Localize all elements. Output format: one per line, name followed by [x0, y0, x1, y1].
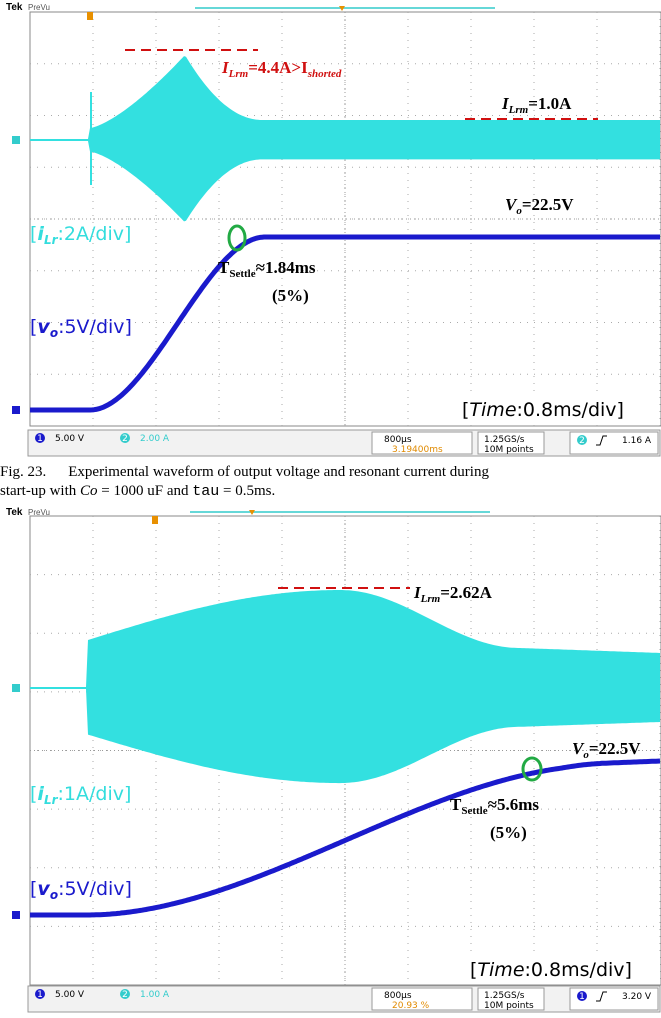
brand: Tek [6, 507, 23, 518]
trig-ch: 1 [579, 992, 585, 1002]
trig-level: 1.16 A [622, 436, 652, 446]
position: 20.93 % [392, 1001, 430, 1011]
points: 10M points [484, 445, 534, 455]
t: v [37, 316, 50, 338]
points: 10M points [484, 1001, 534, 1011]
t: :0.8ms/div] [525, 959, 632, 981]
figure: Tek PreVu ILrm=4.4A>Ishorted ILrm=1.0A V… [0, 0, 661, 1013]
rate: 1.25GS/s [484, 435, 525, 445]
t: = 0.5ms. [219, 483, 275, 499]
t: Lrm [228, 68, 249, 80]
scope-2-status: 1 5.00 V 2 1.00 A 800µs 20.93 % 1.25GS/s… [28, 986, 660, 1012]
caption: Fig. 23. Experimental waveform of output … [0, 464, 489, 500]
t: Fig. 23. [0, 464, 46, 480]
t: [ [462, 399, 469, 421]
t: [ [30, 223, 37, 245]
t: Settle [461, 805, 487, 817]
t: v [37, 878, 50, 900]
t: tau [192, 483, 219, 500]
t: ≈1.84ms [256, 258, 316, 277]
settle-pct: (5%) [490, 823, 527, 842]
ch-marker [12, 684, 20, 692]
t: =1.0A [528, 94, 572, 113]
t: =2.62A [440, 583, 492, 602]
vo-label: Vo=22.5V [572, 739, 641, 761]
ch1: 1 [37, 434, 43, 444]
rate: 1.25GS/s [484, 991, 525, 1001]
caption-line1: Fig. 23. Experimental waveform of output … [0, 464, 489, 480]
t: o [50, 326, 58, 340]
voltage-scale: [vo:5V/div] [30, 878, 132, 902]
t: Settle [229, 268, 255, 280]
ch1-scale: 5.00 V [55, 434, 85, 444]
time-scale: [Time:0.8ms/div] [470, 959, 632, 981]
vo-label: Vo=22.5V [505, 195, 574, 217]
ch-marker [12, 136, 20, 144]
t: Co [80, 483, 98, 499]
trig-level: 3.20 V [622, 992, 652, 1002]
ch1-scale: 5.00 V [55, 990, 85, 1000]
t: Lr [44, 793, 59, 807]
ch2: 2 [122, 434, 128, 444]
ch2: 2 [122, 990, 128, 1000]
ch2-scale: 1.00 A [140, 990, 170, 1000]
voltage-scale: [vo:5V/div] [30, 316, 132, 340]
t: Time [469, 399, 516, 421]
scope-1-status: 1 5.00 V 2 2.00 A 800µs 3.19400ms 1.25GS… [28, 430, 660, 456]
t: =22.5V [522, 195, 574, 214]
ch-marker [12, 406, 20, 414]
t: = 1000 uF and [98, 483, 193, 499]
t: :1A/div] [58, 783, 132, 805]
settle-pct: (5%) [272, 286, 309, 305]
t: Experimental waveform of output voltage … [68, 464, 489, 480]
ch2-scale: 2.00 A [140, 434, 170, 444]
t: T [450, 795, 462, 814]
t: Time [477, 959, 524, 981]
mode: PreVu [28, 508, 50, 517]
timebase: 800µs [384, 991, 412, 1001]
t: [ [30, 316, 37, 338]
trigger-pos [87, 12, 93, 20]
ch1: 1 [37, 990, 43, 1000]
t: ≈5.6ms [488, 795, 540, 814]
position: 3.19400ms [392, 445, 443, 455]
t: shorted [307, 68, 342, 80]
t: Lrm [508, 104, 529, 116]
trig-ch: 2 [579, 436, 585, 446]
timebase: 800µs [384, 435, 412, 445]
t: :5V/div] [58, 316, 132, 338]
ch-marker [12, 911, 20, 919]
t: [ [470, 959, 477, 981]
t: [ [30, 783, 37, 805]
t: Lrm [420, 593, 441, 605]
t: =4.4A>I [248, 58, 308, 77]
caption-line2: start-up with Co = 1000 uF and tau = 0.5… [0, 483, 275, 500]
t: [ [30, 878, 37, 900]
mode: PreVu [28, 3, 50, 12]
t: Lr [44, 233, 59, 247]
brand: Tek [6, 2, 23, 13]
t: =22.5V [589, 739, 641, 758]
t: T [218, 258, 230, 277]
t: :5V/div] [58, 878, 132, 900]
t: start-up with [0, 483, 80, 499]
t: :2A/div] [58, 223, 132, 245]
time-scale: [Time:0.8ms/div] [462, 399, 624, 421]
t: :0.8ms/div] [517, 399, 624, 421]
t: o [50, 888, 58, 902]
trigger-pos [152, 516, 158, 524]
page: {"scopes": [ {"brand": "Tek", "mode": "P… [0, 0, 661, 1013]
